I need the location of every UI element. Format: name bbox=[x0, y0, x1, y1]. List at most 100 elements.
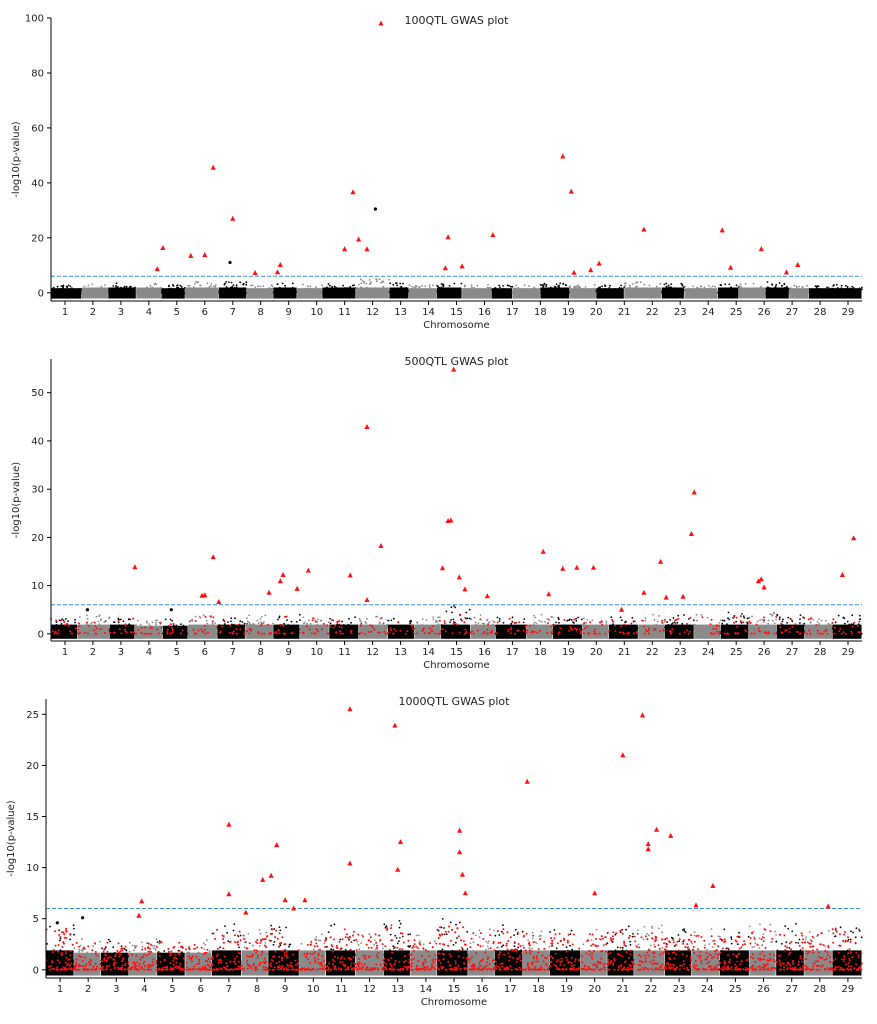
significant-snp-marker bbox=[574, 564, 580, 570]
y-axis-label: -log10(p-value) bbox=[11, 462, 22, 538]
significant-snp-marker bbox=[758, 576, 764, 582]
chromosome-tick-label: 4 bbox=[141, 984, 147, 995]
y-tick-label: 10 bbox=[26, 863, 39, 874]
significant-snp-marker bbox=[588, 267, 594, 273]
chromosome-tick-label: 16 bbox=[476, 984, 489, 995]
significant-snp-marker bbox=[719, 227, 725, 233]
significant-snp-marker bbox=[728, 264, 734, 270]
chromosome-tick-label: 7 bbox=[230, 647, 236, 658]
chromosome-tick-label: 3 bbox=[118, 647, 124, 658]
y-tick-label: 100 bbox=[25, 14, 44, 25]
chromosome-tick-label: 5 bbox=[174, 307, 180, 318]
significant-snp-marker bbox=[260, 876, 266, 882]
chromosome-tick-label: 24 bbox=[702, 307, 715, 318]
series-1 bbox=[228, 207, 377, 265]
significant-snp-marker bbox=[448, 517, 454, 523]
chromosome-tick-label: 16 bbox=[478, 647, 491, 658]
chromosome-tick-label: 10 bbox=[310, 307, 323, 318]
chromosome-tick-label: 29 bbox=[842, 307, 855, 318]
chromosome-tick-label: 18 bbox=[534, 307, 547, 318]
significant-snp-marker bbox=[188, 252, 194, 258]
series-0 bbox=[132, 366, 857, 612]
chromosome-tick-label: 17 bbox=[504, 984, 517, 995]
chromosome-tick-label: 26 bbox=[758, 647, 771, 658]
chromosome-tick-label: 29 bbox=[842, 647, 855, 658]
chromosome-tick-label: 18 bbox=[534, 647, 547, 658]
significant-snp-marker bbox=[560, 565, 566, 571]
significant-snp-marker bbox=[658, 558, 664, 564]
chromosome-tick-label: 20 bbox=[590, 647, 603, 658]
significant-snp-marker bbox=[710, 883, 716, 888]
significant-snp-marker bbox=[680, 593, 686, 599]
significant-snp-marker bbox=[154, 266, 160, 272]
chart-title: 500QTL GWAS plot bbox=[405, 355, 510, 368]
chromosome-tick-label: 9 bbox=[286, 647, 292, 658]
significant-snp-marker bbox=[641, 226, 647, 232]
chromosome-tick-label: 1 bbox=[57, 984, 63, 995]
significant-snp-marker bbox=[462, 890, 468, 896]
chromosome-tick-label: 27 bbox=[785, 984, 798, 995]
snp-point bbox=[228, 260, 232, 265]
chromosome-tick-label: 22 bbox=[646, 307, 659, 318]
chromosome-tick-label: 25 bbox=[730, 647, 743, 658]
chromosome-tick-label: 11 bbox=[338, 307, 351, 318]
series-1 bbox=[55, 916, 85, 925]
x-axis-label: Chromosome bbox=[423, 660, 489, 671]
significant-snp-marker bbox=[277, 262, 283, 267]
chromosome-tick-label: 2 bbox=[90, 307, 96, 318]
chromosome-tick-label: 10 bbox=[310, 647, 323, 658]
x-axis-label: Chromosome bbox=[423, 320, 489, 331]
series-0 bbox=[136, 706, 831, 918]
x-axis-label: Chromosome bbox=[421, 997, 487, 1008]
chromosome-tick-label: 10 bbox=[307, 984, 320, 995]
significant-snp-marker bbox=[761, 584, 767, 590]
series-0 bbox=[154, 20, 801, 275]
y-tick-label: 40 bbox=[31, 178, 44, 189]
chromosome-tick-label: 4 bbox=[146, 307, 152, 318]
chromosome-tick-label: 22 bbox=[645, 984, 658, 995]
chromosome-tick-label: 15 bbox=[448, 984, 461, 995]
snp-point bbox=[169, 608, 173, 612]
y-tick-label: 40 bbox=[31, 436, 44, 447]
significant-snp-marker bbox=[571, 269, 577, 275]
y-axis-label: -log10(p-value) bbox=[6, 800, 17, 876]
significant-snp-marker bbox=[294, 585, 300, 591]
chart-title: 1000QTL GWAS plot bbox=[399, 695, 511, 708]
significant-snp-marker bbox=[364, 597, 370, 602]
significant-snp-marker bbox=[243, 909, 249, 915]
y-tick-label: 50 bbox=[31, 388, 44, 399]
significant-snp-marker bbox=[654, 826, 660, 832]
significant-snp-marker bbox=[202, 592, 208, 598]
significant-snp-marker bbox=[439, 565, 446, 571]
significant-snp-marker bbox=[226, 821, 232, 827]
chromosome-tick-label: 11 bbox=[335, 984, 348, 995]
chromosome-tick-label: 1 bbox=[62, 307, 68, 318]
significant-snp-marker bbox=[347, 860, 353, 866]
chromosome-tick-label: 25 bbox=[730, 307, 743, 318]
significant-snp-marker bbox=[758, 246, 764, 252]
chart-title: 100QTL GWAS plot bbox=[405, 14, 510, 27]
significant-snp-marker bbox=[139, 898, 145, 904]
chromosome-tick-label: 19 bbox=[562, 307, 575, 318]
significant-snp-marker bbox=[274, 842, 280, 848]
significant-snp-marker bbox=[216, 599, 222, 604]
chromosome-tick-label: 22 bbox=[646, 647, 659, 658]
chromosome-tick-label: 19 bbox=[560, 984, 573, 995]
significant-snp-marker bbox=[277, 578, 283, 584]
significant-snp-marker bbox=[210, 554, 216, 560]
significant-snp-marker bbox=[618, 606, 625, 612]
chromosome-tick-label: 20 bbox=[590, 307, 603, 318]
significant-snp-marker bbox=[210, 164, 216, 170]
chromosome-tick-label: 3 bbox=[113, 984, 119, 995]
significant-snp-marker bbox=[160, 245, 166, 250]
y-tick-label: 25 bbox=[26, 710, 39, 721]
significant-snp-marker bbox=[445, 234, 451, 240]
significant-snp-marker bbox=[783, 269, 790, 275]
y-axis-label: -log10(p-value) bbox=[11, 121, 22, 197]
y-tick-label: 5 bbox=[33, 914, 39, 925]
y-tick-label: 60 bbox=[31, 123, 44, 134]
chromosome-tick-label: 8 bbox=[258, 647, 264, 658]
significant-snp-marker bbox=[397, 839, 404, 845]
